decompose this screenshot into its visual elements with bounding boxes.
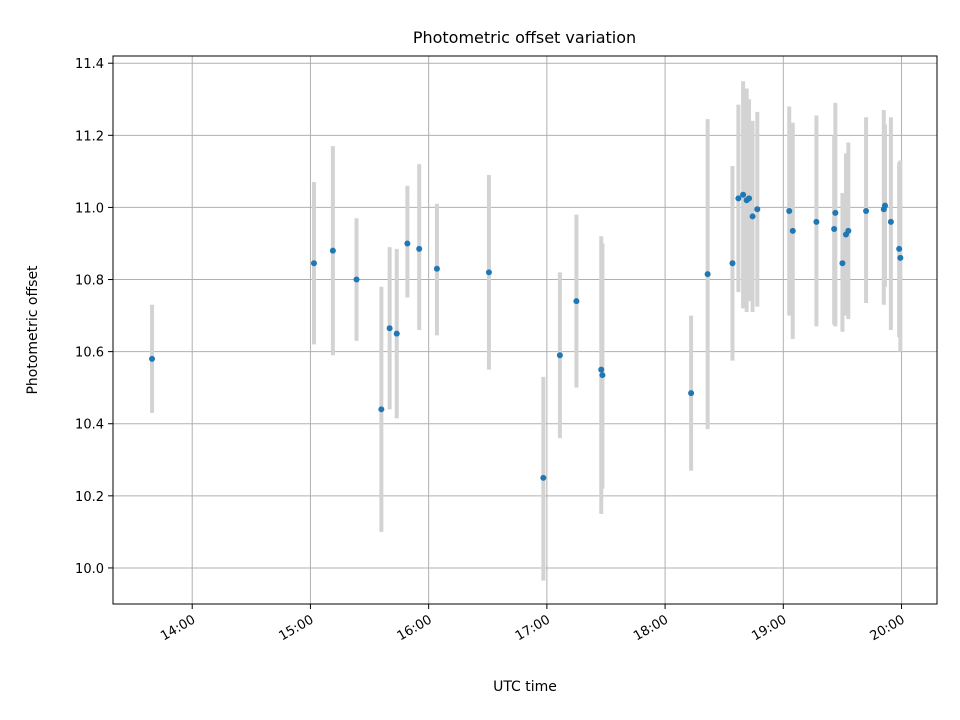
data-point <box>599 372 606 379</box>
data-point <box>831 226 838 233</box>
data-point <box>556 352 563 359</box>
data-point <box>404 240 411 247</box>
y-tick-label: 10.4 <box>75 418 104 433</box>
data-point <box>754 206 761 213</box>
y-axis: 10.0 10.2 10.4 10.6 10.8 11.0 11.2 11.4 <box>75 57 113 577</box>
data-point <box>310 260 317 267</box>
data-point <box>832 209 839 216</box>
data-point <box>393 330 400 337</box>
grid <box>113 56 937 604</box>
data-point <box>789 227 796 234</box>
data-point <box>813 218 820 225</box>
data-point <box>786 208 793 215</box>
y-axis-label: Photometric offset <box>25 265 41 395</box>
data-point <box>573 298 580 305</box>
data-point <box>378 406 385 413</box>
x-axis-label: UTC time <box>493 679 557 695</box>
data-point <box>433 265 440 272</box>
data-point <box>887 218 894 225</box>
data-point <box>839 260 846 267</box>
data-point <box>735 195 742 202</box>
data-point <box>740 191 747 198</box>
data-point <box>704 271 711 278</box>
data-point <box>688 390 695 397</box>
data-point <box>540 474 547 481</box>
data-point <box>598 366 605 373</box>
data-point <box>897 254 904 261</box>
plot-frame <box>112 55 938 605</box>
y-tick-label: 10.2 <box>75 490 104 505</box>
data-point <box>746 195 753 202</box>
y-tick-label: 10.8 <box>75 274 104 289</box>
data-point <box>485 269 492 276</box>
y-tick-label: 11.2 <box>75 129 104 144</box>
data-point <box>845 227 852 234</box>
data-point <box>149 355 156 362</box>
data-point <box>386 325 393 332</box>
data-point <box>863 208 870 215</box>
data-point <box>896 245 903 252</box>
data-points <box>149 191 904 481</box>
y-tick-label: 11.0 <box>75 201 104 216</box>
chart-title: Photometric offset variation <box>413 28 636 47</box>
data-point <box>353 276 360 283</box>
y-tick-label: 10.0 <box>75 562 104 577</box>
data-point <box>329 247 336 254</box>
data-point <box>416 245 423 252</box>
y-tick-label: 11.4 <box>75 57 104 72</box>
data-point <box>749 213 756 220</box>
data-point <box>881 202 888 209</box>
y-tick-label: 10.6 <box>75 346 104 361</box>
data-point <box>729 260 736 267</box>
